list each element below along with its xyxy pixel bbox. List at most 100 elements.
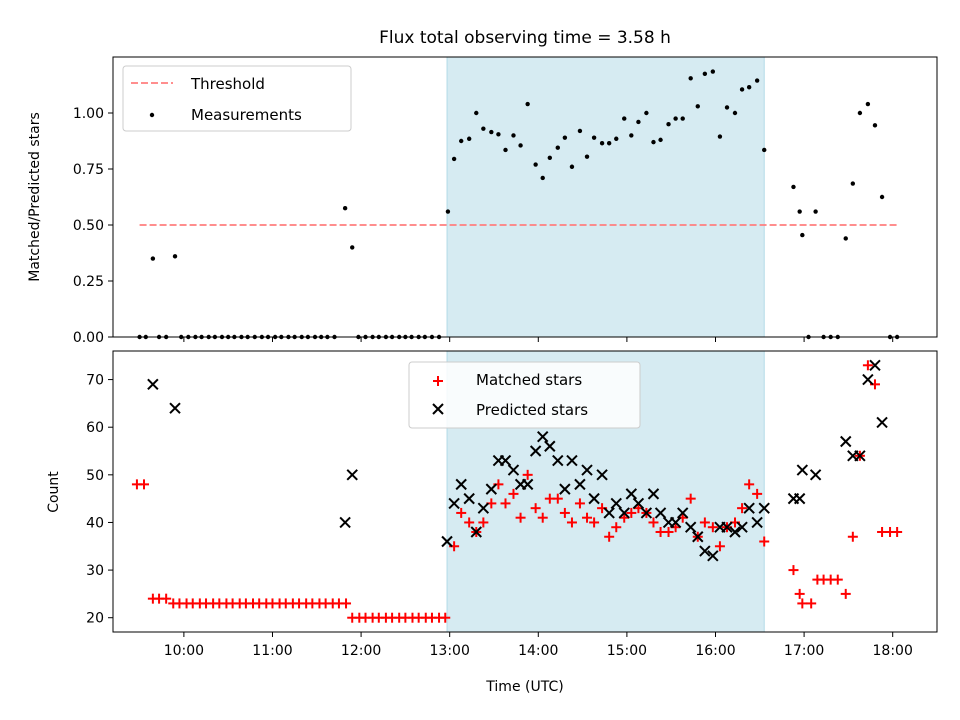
matched-star-point xyxy=(806,598,817,609)
predicted-star-point xyxy=(654,507,667,519)
measurements-legend-label: Measurements xyxy=(191,106,302,124)
matched-star-point xyxy=(508,488,519,499)
matched-star-point xyxy=(559,507,570,518)
measurement-point xyxy=(569,164,575,169)
predicted-star-point xyxy=(544,440,556,452)
measurements-legend-marker xyxy=(149,112,155,118)
matched-star-point xyxy=(685,493,696,504)
measurement-point xyxy=(481,126,486,131)
predicted-star-point xyxy=(559,483,571,495)
measurement-point xyxy=(688,76,693,81)
matched-star-point xyxy=(794,588,805,599)
predicted-star-point xyxy=(581,464,593,476)
predicted-star-point xyxy=(610,497,622,510)
predicted-star-point xyxy=(751,516,763,529)
top-y-tick-label: 0.75 xyxy=(73,162,104,178)
bottom-x-tick-label: 10:00 xyxy=(164,643,204,659)
predicted-legend-label: Predicted stars xyxy=(476,401,588,419)
matched-star-point xyxy=(714,541,725,552)
predicted-star-point xyxy=(499,454,512,467)
x-axis-label: Time (UTC) xyxy=(485,679,563,695)
predicted-star-point xyxy=(618,507,630,519)
measurement-point xyxy=(843,236,848,241)
predicted-star-point xyxy=(862,373,874,386)
matched-star-point xyxy=(797,598,808,609)
measurement-point xyxy=(172,254,178,259)
matched-star-point xyxy=(515,512,526,523)
predicted-star-point xyxy=(485,483,498,495)
matched-star-point xyxy=(626,507,637,518)
predicted-star-point xyxy=(632,497,645,510)
measurement-point xyxy=(800,232,805,238)
matched-star-point xyxy=(530,503,541,514)
bottom-y-tick-label: 40 xyxy=(86,515,104,531)
predicted-star-point xyxy=(640,507,653,519)
measurement-point xyxy=(666,122,671,127)
measurement-point xyxy=(533,162,538,167)
bottom-x-tick-label: 17:00 xyxy=(784,643,824,659)
measurement-point xyxy=(791,184,796,190)
bottom-legend: Matched stars Predicted stars xyxy=(408,361,641,429)
matched-star-point xyxy=(604,531,615,542)
measurement-point xyxy=(739,87,745,92)
matched-star-point xyxy=(744,479,755,490)
measurement-point xyxy=(459,138,464,144)
measurement-point xyxy=(857,110,863,116)
predicted-star-point xyxy=(840,435,852,448)
top-legend-box xyxy=(122,65,352,132)
measurement-point xyxy=(680,116,685,121)
matched-star-point xyxy=(832,574,843,585)
bottom-x-tick-label: 14:00 xyxy=(518,643,558,659)
measurement-point xyxy=(732,110,738,116)
matched-star-point xyxy=(892,526,903,537)
top-highlight-span xyxy=(446,56,765,338)
measurement-point xyxy=(496,132,501,137)
predicted-star-point xyxy=(339,516,351,529)
top-y-axis-label: Matched/Predicted stars xyxy=(27,112,43,282)
predicted-star-point xyxy=(448,497,460,510)
measurement-point xyxy=(636,119,641,125)
top-plot-frame xyxy=(112,56,938,338)
measurement-point xyxy=(724,105,730,110)
measurement-point xyxy=(525,101,530,107)
measurement-point xyxy=(606,141,612,146)
matched-star-point xyxy=(663,526,674,537)
measurement-point xyxy=(489,129,494,135)
predicted-star-point xyxy=(869,359,881,371)
matched-star-point xyxy=(589,517,600,528)
bottom-x-tick-label: 18:00 xyxy=(873,643,913,659)
matched-star-point xyxy=(752,488,763,499)
measurement-point xyxy=(629,133,634,138)
predicted-star-point xyxy=(876,416,888,429)
bottom-y-tick-label: 70 xyxy=(86,373,104,389)
bottom-x-tick-label: 16:00 xyxy=(695,643,735,659)
top-y-tick-label: 0.00 xyxy=(73,330,104,346)
measurement-point xyxy=(872,123,878,128)
matched-star-point xyxy=(862,360,873,371)
bottom-y-tick-label: 30 xyxy=(86,563,104,579)
bottom-plot-frame xyxy=(112,350,938,633)
measurement-point xyxy=(503,147,508,153)
measurement-point xyxy=(540,175,545,181)
matched-star-point xyxy=(522,469,533,480)
measurement-point xyxy=(710,69,716,74)
measurement-point xyxy=(342,206,348,211)
measurement-point xyxy=(673,116,678,121)
matched-star-point xyxy=(440,612,451,623)
measurement-point xyxy=(350,245,355,250)
matched-star-point xyxy=(139,479,150,490)
measurement-point xyxy=(622,116,627,121)
predicted-star-point xyxy=(736,521,748,533)
matched-star-point xyxy=(456,507,467,518)
measurement-point xyxy=(762,147,767,153)
top-legend: Threshold Measurements xyxy=(122,65,352,132)
predicted-star-point xyxy=(346,469,358,481)
matched-star-point xyxy=(582,512,593,523)
measurement-point xyxy=(644,110,649,116)
predicted-star-point xyxy=(793,492,806,505)
predicted-star-point xyxy=(625,488,638,500)
predicted-star-point xyxy=(707,550,719,562)
measurement-point xyxy=(445,209,451,214)
predicted-star-point xyxy=(169,402,181,414)
